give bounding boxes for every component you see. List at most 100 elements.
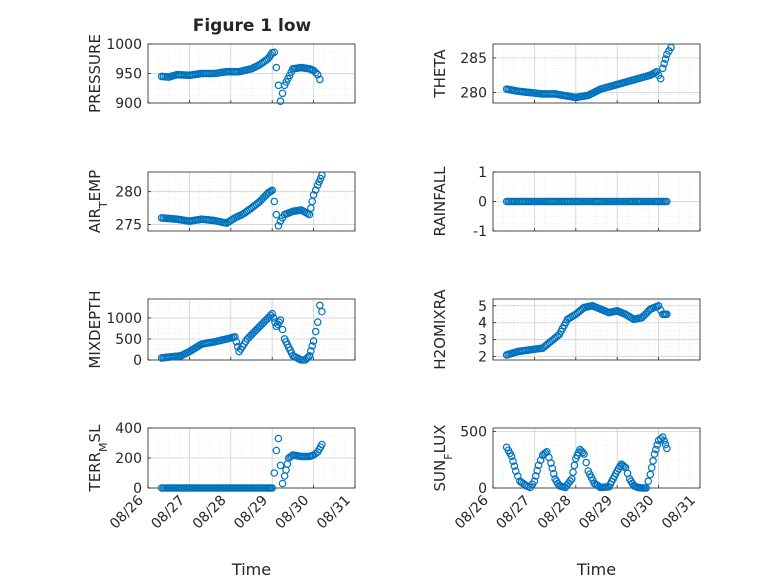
axes-frame: [492, 171, 701, 232]
data-point: [276, 461, 285, 470]
data-point: [660, 59, 668, 68]
x-tick-label: 08/29: [231, 493, 271, 533]
data-point: [274, 221, 283, 230]
data-point: [270, 197, 279, 206]
y-tick-label: 900: [115, 96, 142, 112]
y-axis-label: MIXDEPTH: [86, 290, 104, 368]
y-axis-label: PRESSURE: [86, 34, 104, 113]
data-point: [270, 48, 279, 57]
data-point: [276, 97, 285, 106]
data-point: [658, 433, 667, 441]
y-tick-label: 0: [133, 481, 142, 497]
data-point: [582, 458, 590, 467]
y-tick-label: 2: [478, 350, 487, 366]
data-point: [661, 440, 670, 449]
x-tick-label: 08/28: [535, 493, 575, 533]
data-point: [647, 463, 656, 472]
y-tick-label: 1000: [106, 311, 142, 327]
y-tick-label: 400: [115, 421, 142, 437]
data-point: [531, 472, 540, 480]
x-tick-label: 08/31: [314, 493, 354, 533]
data-point: [663, 444, 671, 453]
y-tick-label: 280: [115, 185, 142, 201]
data-point: [660, 437, 668, 445]
subplot-4: -1 0 1 RAINFALL: [431, 165, 701, 240]
data-point: [650, 450, 659, 458]
subplot-7: 08/26 08/27 08/28 08/29 08/30 08/31 0 200 400 TER…: [86, 421, 356, 579]
data-point: [307, 347, 315, 355]
y-tick-label: 3: [478, 333, 487, 349]
data-point: [658, 64, 667, 73]
data-point: [318, 171, 326, 180]
data-point: [318, 307, 326, 316]
data-point: [268, 309, 277, 318]
axes-frame: [147, 427, 356, 489]
data-point: [644, 477, 653, 486]
subplot-8: 08/26 08/27 08/28 08/29 08/30 08/31 0 500 SUNFLU…: [431, 424, 701, 579]
y-tick-label: 5: [478, 299, 487, 315]
data-point: [566, 477, 574, 485]
y-tick-label: 275: [115, 217, 142, 233]
data-point: [274, 434, 283, 443]
data-point: [231, 333, 239, 341]
data-point: [667, 43, 675, 52]
y-axis-label: H2OMIXRA: [431, 289, 449, 370]
data-point: [578, 448, 587, 457]
subplot-2: 280 285 THETA: [431, 43, 701, 104]
data-point: [316, 75, 324, 84]
x-tick-label: 08/28: [190, 493, 230, 533]
data-point: [313, 318, 322, 326]
data-point: [272, 210, 281, 219]
y-tick-label: -1: [473, 224, 487, 240]
y-tick-label: 285: [460, 51, 487, 67]
y-tick-label: 950: [115, 67, 142, 83]
data-point: [549, 469, 558, 478]
data-point: [653, 441, 662, 449]
x-axis-label: Time: [576, 560, 616, 579]
y-tick-label: 1: [478, 165, 487, 181]
data-point: [309, 337, 318, 345]
data-point: [309, 191, 318, 199]
data-point: [305, 351, 314, 360]
data-point: [548, 464, 557, 473]
data-point: [620, 462, 628, 471]
data-point: [267, 187, 275, 196]
y-axis-label: SUNFLUX: [431, 425, 455, 492]
data-point: [318, 440, 326, 449]
axes-frame: [147, 43, 356, 104]
x-axis-label: Time: [231, 560, 271, 579]
y-tick-label: 4: [478, 316, 487, 332]
data-point: [533, 466, 541, 475]
x-tick-label: 08/26: [452, 492, 492, 532]
data-point: [311, 186, 320, 194]
data-point: [269, 314, 278, 322]
x-tick-label: 08/30: [273, 493, 313, 533]
data-point: [661, 55, 670, 63]
data-point: [646, 470, 655, 479]
axes-frame: [492, 298, 701, 361]
axes-frame: [492, 43, 701, 104]
data-point: [663, 310, 671, 319]
data-point: [309, 66, 318, 75]
x-tick-label: 08/30: [618, 493, 658, 533]
data-point: [276, 316, 285, 324]
data-point: [570, 461, 579, 470]
data-point: [232, 337, 241, 346]
x-tick-label: 08/27: [148, 493, 188, 533]
data-point: [270, 469, 279, 477]
data-point: [649, 457, 657, 465]
x-tick-label: 08/29: [576, 493, 616, 533]
data-point: [311, 327, 320, 336]
data-point: [510, 462, 519, 470]
y-axis-label: TERRMSL: [86, 424, 110, 493]
y-tick-label: 200: [115, 451, 142, 467]
data-point: [547, 459, 555, 467]
data-point: [278, 479, 287, 488]
data-point: [272, 446, 281, 455]
data-point: [530, 477, 539, 486]
